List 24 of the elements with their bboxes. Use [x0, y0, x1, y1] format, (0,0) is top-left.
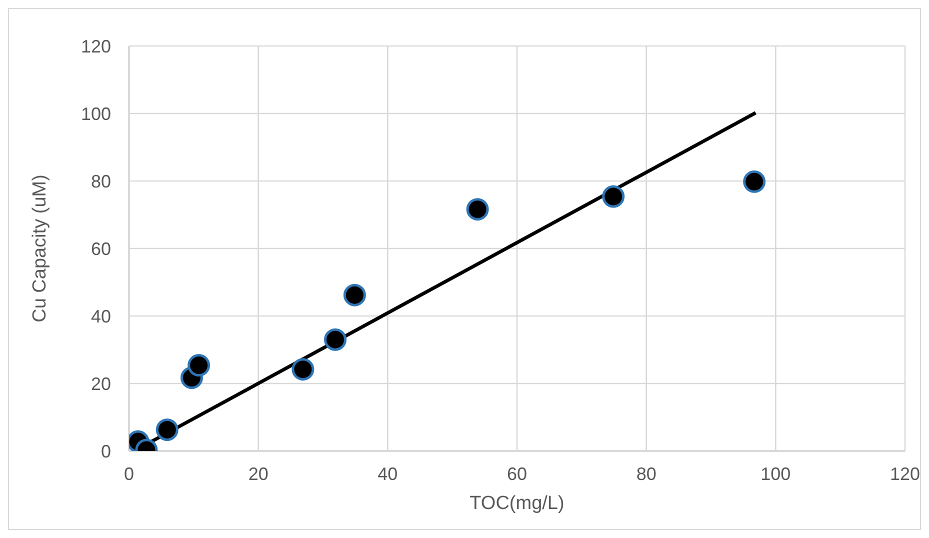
- x-tick-label: 0: [124, 464, 134, 484]
- point: [343, 284, 366, 306]
- y-axis-title: Cu Capacity (uM): [30, 174, 51, 322]
- point: [292, 358, 314, 381]
- y-tick-label: 40: [90, 306, 111, 326]
- point: [188, 354, 210, 377]
- x-tick-label: 120: [890, 464, 920, 484]
- x-tick-label: 100: [760, 464, 791, 484]
- y-tick-label: 0: [100, 441, 111, 462]
- point: [324, 328, 347, 351]
- point: [602, 185, 625, 208]
- x-tick-label: 20: [248, 464, 268, 484]
- y-tick-label: 100: [80, 104, 111, 124]
- point: [743, 170, 766, 193]
- x-tick-label: 60: [506, 464, 528, 484]
- x-axis-title: TOC(mg/L): [470, 493, 564, 514]
- x-tick-label: 40: [378, 464, 398, 484]
- y-tick-label: 80: [90, 171, 111, 192]
- point: [466, 198, 489, 221]
- y-tick-label: 60: [90, 238, 111, 259]
- y-tick-label: 120: [80, 36, 111, 56]
- y-tick-label: 20: [90, 374, 111, 394]
- x-tick-label: 80: [636, 464, 656, 484]
- point: [156, 418, 178, 441]
